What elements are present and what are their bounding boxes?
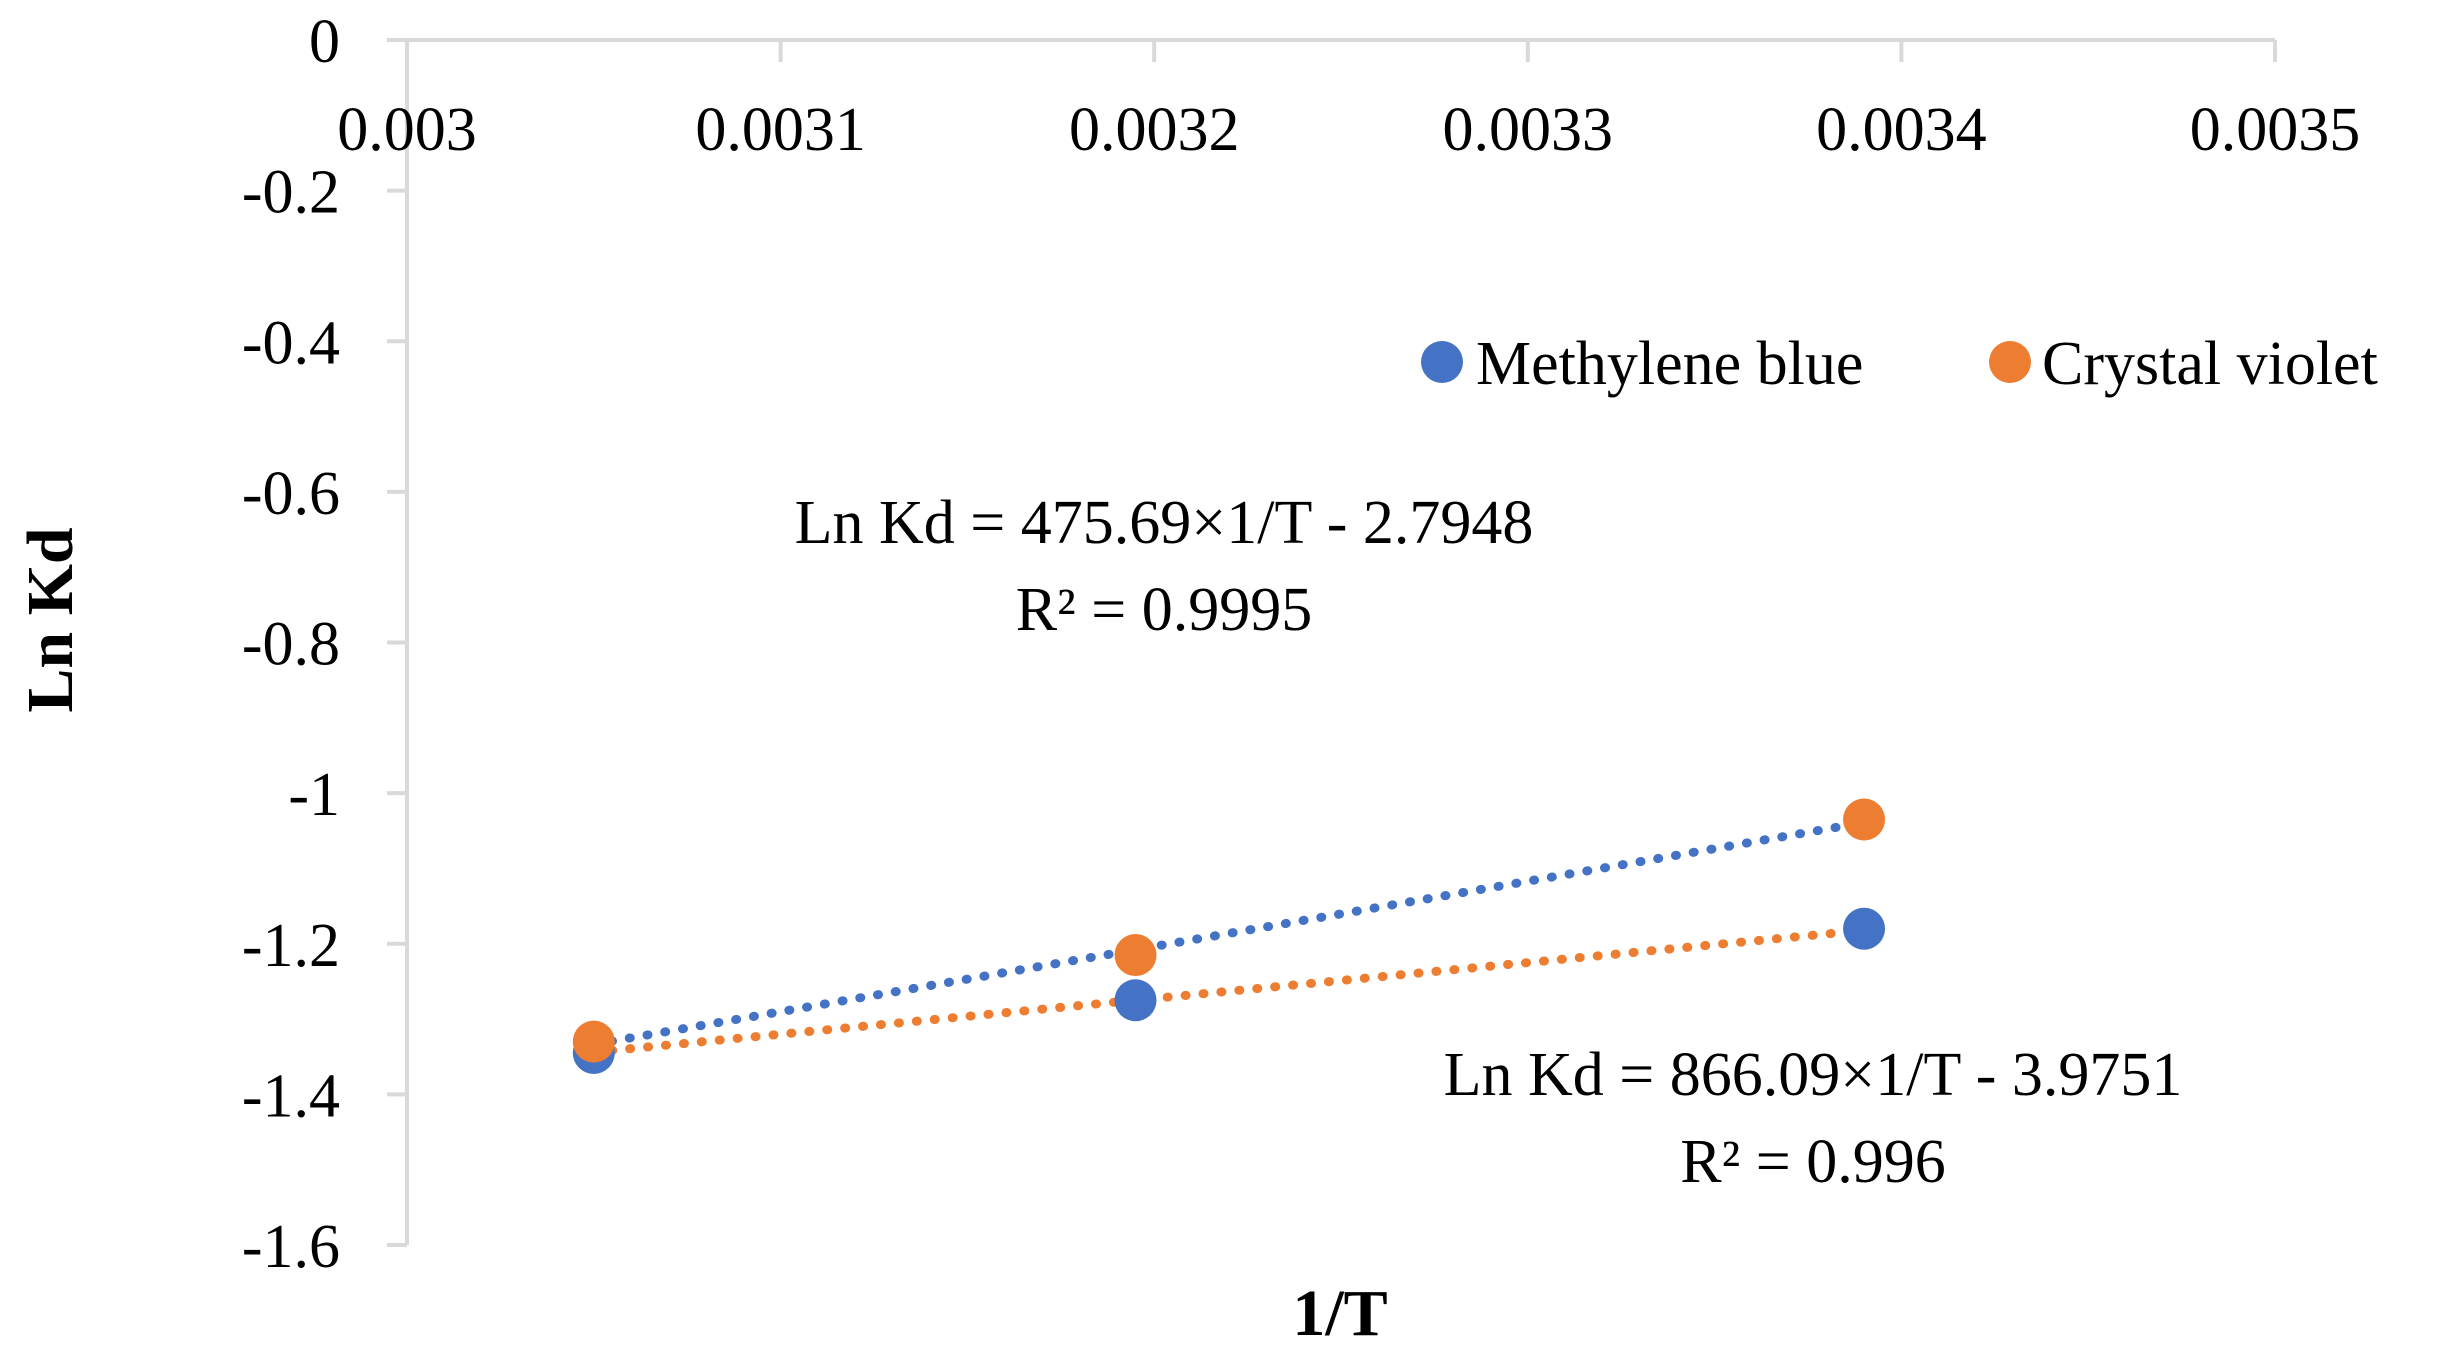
point-crystal-violet [1843,798,1886,841]
legend-marker-methylene-blue [1421,341,1463,383]
equation-crystal-violet: Ln Kd = 475.69×1/T - 2.7948 [795,489,1534,557]
point-methylene-blue [1114,979,1157,1022]
legend-label-crystal-violet: Crystal violet [2042,330,2378,398]
legend-marker-crystal-violet [1989,341,2031,383]
y-tick-label: -0.2 [242,159,340,227]
y-tick-label: -0.8 [242,611,340,679]
trendline-methylene-blue [589,818,1869,1049]
x-tick-label: 0.003 [337,96,477,164]
y-tick-label: -0.6 [242,460,340,528]
equation-methylene-blue: Ln Kd = 866.09×1/T - 3.9751 [1444,1041,2183,1109]
y-tick-label: 0 [309,8,340,76]
trendlines [589,818,1869,1057]
legend: Methylene blue Crystal violet [1421,330,2378,398]
y-tick-label: -1.2 [242,912,340,980]
y-axis-title: Ln Kd [14,527,87,712]
x-tick-label: 0.0035 [2190,96,2361,164]
trendline-crystal-violet [589,925,1869,1057]
r-squared-methylene-blue: R² = 0.996 [1680,1128,1945,1196]
y-tick-labels: 0 -0.2 -0.4 -0.6 -0.8 -1 -1.2 -1.4 -1.6 [242,8,407,1281]
trendline-equation-crystal-violet: Ln Kd = 475.69×1/T - 2.7948 R² = 0.9995 [795,489,1534,644]
point-methylene-blue [1843,907,1886,950]
y-tick-label: -1 [288,761,340,829]
x-tick-labels: 0.003 0.0031 0.0032 0.0033 0.0034 0.0035 [337,40,2360,164]
y-tick-label: -0.4 [242,309,340,377]
trendline-equation-methylene-blue: Ln Kd = 866.09×1/T - 3.9751 R² = 0.996 [1444,1041,2183,1196]
point-crystal-violet [572,1020,615,1063]
x-axis-title: 1/T [1292,1277,1387,1350]
r-squared-crystal-violet: R² = 0.9995 [1016,576,1312,644]
y-tick-label: -1.4 [242,1062,340,1130]
y-tick-label: -1.6 [242,1213,340,1281]
data-points [572,798,1886,1074]
legend-label-methylene-blue: Methylene blue [1476,330,1863,398]
x-tick-label: 0.0034 [1816,96,1987,164]
x-tick-label: 0.0031 [695,96,866,164]
point-crystal-violet [1114,934,1157,977]
x-tick-label: 0.0032 [1069,96,1240,164]
x-tick-label: 0.0033 [1443,96,1614,164]
